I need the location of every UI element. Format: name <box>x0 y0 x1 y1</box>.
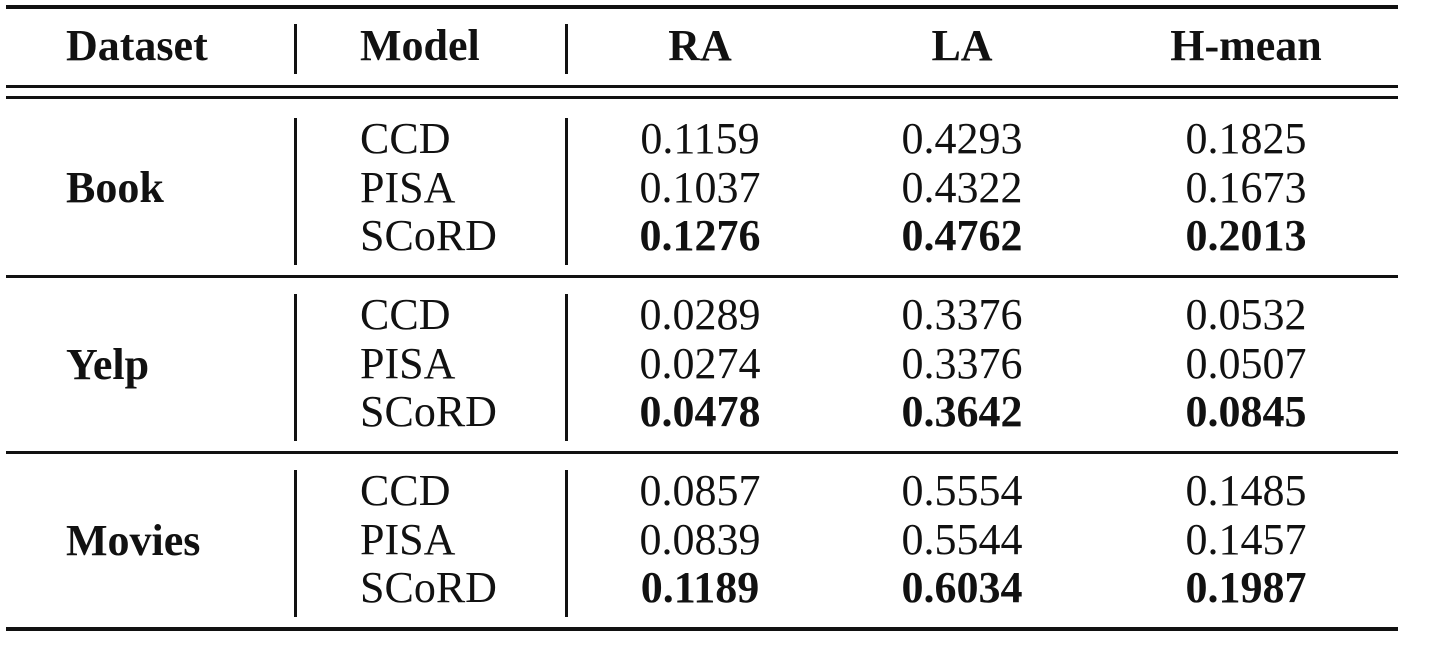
dataset-label-book: Book <box>66 163 164 212</box>
model-cell: CCD <box>360 290 451 339</box>
group-vertical-separator <box>565 470 568 617</box>
hmean-cell-best: 0.0845 <box>1185 387 1307 436</box>
top-rule <box>6 5 1398 9</box>
group-vertical-separator <box>294 294 297 441</box>
ra-cell: 0.0274 <box>639 339 761 388</box>
hmean-cell: 0.1485 <box>1185 466 1307 515</box>
la-cell-best: 0.4762 <box>901 211 1023 260</box>
dataset-label-movies: Movies <box>66 516 201 565</box>
la-cell-best: 0.6034 <box>901 563 1023 612</box>
header-ra: RA <box>668 21 732 70</box>
model-cell: PISA <box>360 163 456 212</box>
header-dataset: Dataset <box>66 21 208 70</box>
ra-cell: 0.0857 <box>639 466 761 515</box>
la-cell: 0.5544 <box>901 515 1023 564</box>
ra-cell-best: 0.1189 <box>640 563 760 612</box>
ra-cell: 0.0839 <box>639 515 761 564</box>
group-vertical-separator <box>565 118 568 265</box>
la-cell: 0.3376 <box>901 339 1023 388</box>
ra-cell: 0.0289 <box>639 290 761 339</box>
header-hmean: H-mean <box>1170 21 1322 70</box>
bottom-rule <box>6 627 1398 631</box>
hmean-cell: 0.0532 <box>1185 290 1307 339</box>
model-cell: SCoRD <box>360 563 497 612</box>
ra-cell: 0.1037 <box>639 163 761 212</box>
ra-cell-best: 0.0478 <box>639 387 761 436</box>
hmean-cell-best: 0.2013 <box>1185 211 1307 260</box>
ra-cell-best: 0.1276 <box>639 211 761 260</box>
group-separator-rule <box>6 451 1398 454</box>
model-cell: CCD <box>360 114 451 163</box>
la-cell: 0.3376 <box>901 290 1023 339</box>
model-cell: CCD <box>360 466 451 515</box>
group-vertical-separator <box>565 294 568 441</box>
la-cell: 0.5554 <box>901 466 1023 515</box>
model-cell: PISA <box>360 339 456 388</box>
header-la: LA <box>931 21 993 70</box>
model-cell: PISA <box>360 515 456 564</box>
ra-cell: 0.1159 <box>640 114 760 163</box>
model-cell: SCoRD <box>360 387 497 436</box>
header-rule-lower <box>6 96 1398 99</box>
header-vertical-separator <box>294 24 297 74</box>
group-separator-rule <box>6 275 1398 278</box>
hmean-cell: 0.1825 <box>1185 114 1307 163</box>
header-model: Model <box>360 21 480 70</box>
hmean-cell: 0.0507 <box>1185 339 1307 388</box>
hmean-cell: 0.1457 <box>1185 515 1307 564</box>
la-cell: 0.4293 <box>901 114 1023 163</box>
group-vertical-separator <box>294 470 297 617</box>
dataset-label-yelp: Yelp <box>66 340 150 389</box>
hmean-cell-best: 0.1987 <box>1185 563 1307 612</box>
model-cell: SCoRD <box>360 211 497 260</box>
hmean-cell: 0.1673 <box>1185 163 1307 212</box>
header-vertical-separator <box>565 24 568 74</box>
la-cell-best: 0.3642 <box>901 387 1023 436</box>
header-rule-upper <box>6 85 1398 88</box>
la-cell: 0.4322 <box>901 163 1023 212</box>
group-vertical-separator <box>294 118 297 265</box>
